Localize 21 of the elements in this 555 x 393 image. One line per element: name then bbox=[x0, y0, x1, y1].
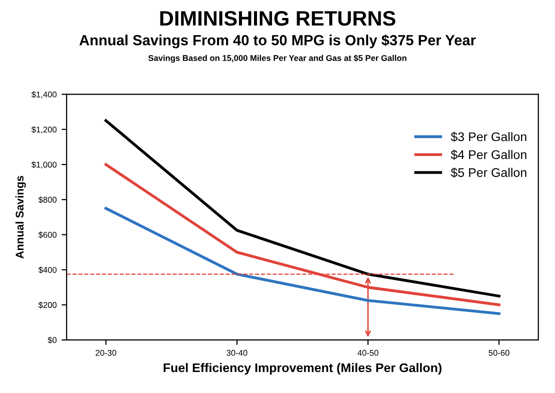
y-tick-label: $600 bbox=[38, 232, 57, 238]
legend-label: $3 Per Gallon bbox=[450, 132, 526, 142]
legend-label: $5 Per Gallon bbox=[450, 168, 526, 178]
y-tick-label: $0 bbox=[48, 336, 57, 344]
chart-title: DIMINISHING RETURNS bbox=[160, 10, 396, 26]
y-tick-label: $1,200 bbox=[31, 126, 57, 134]
y-axis-title: Annual Savings bbox=[15, 176, 26, 259]
x-tick-label: 20-30 bbox=[96, 350, 116, 356]
y-tick-label: $1,000 bbox=[31, 161, 57, 169]
text: Savings Based on 15,000 Miles Per Year and Gas at $5 Per Gallon bbox=[148, 54, 406, 63]
y-tick-label: $200 bbox=[38, 302, 57, 308]
x-tick-label: 50-60 bbox=[488, 350, 510, 356]
legend-label: $4 Per Gallon bbox=[450, 150, 526, 160]
x-tick-label: 40-50 bbox=[358, 350, 378, 356]
line-series bbox=[104, 206, 500, 316]
chart-subtitle: Annual Savings From 40 to 50 MPG is Only $375 Per Year bbox=[79, 34, 476, 48]
x-axis-title: Fuel Efficiency Improvement (Miles Per Gallon) bbox=[164, 362, 442, 375]
y-tick-label: $800 bbox=[38, 196, 57, 204]
x-tick-label: 30-40 bbox=[226, 350, 248, 356]
y-tick-label: $400 bbox=[38, 266, 57, 274]
y-tick-label: $1,400 bbox=[31, 91, 57, 98]
